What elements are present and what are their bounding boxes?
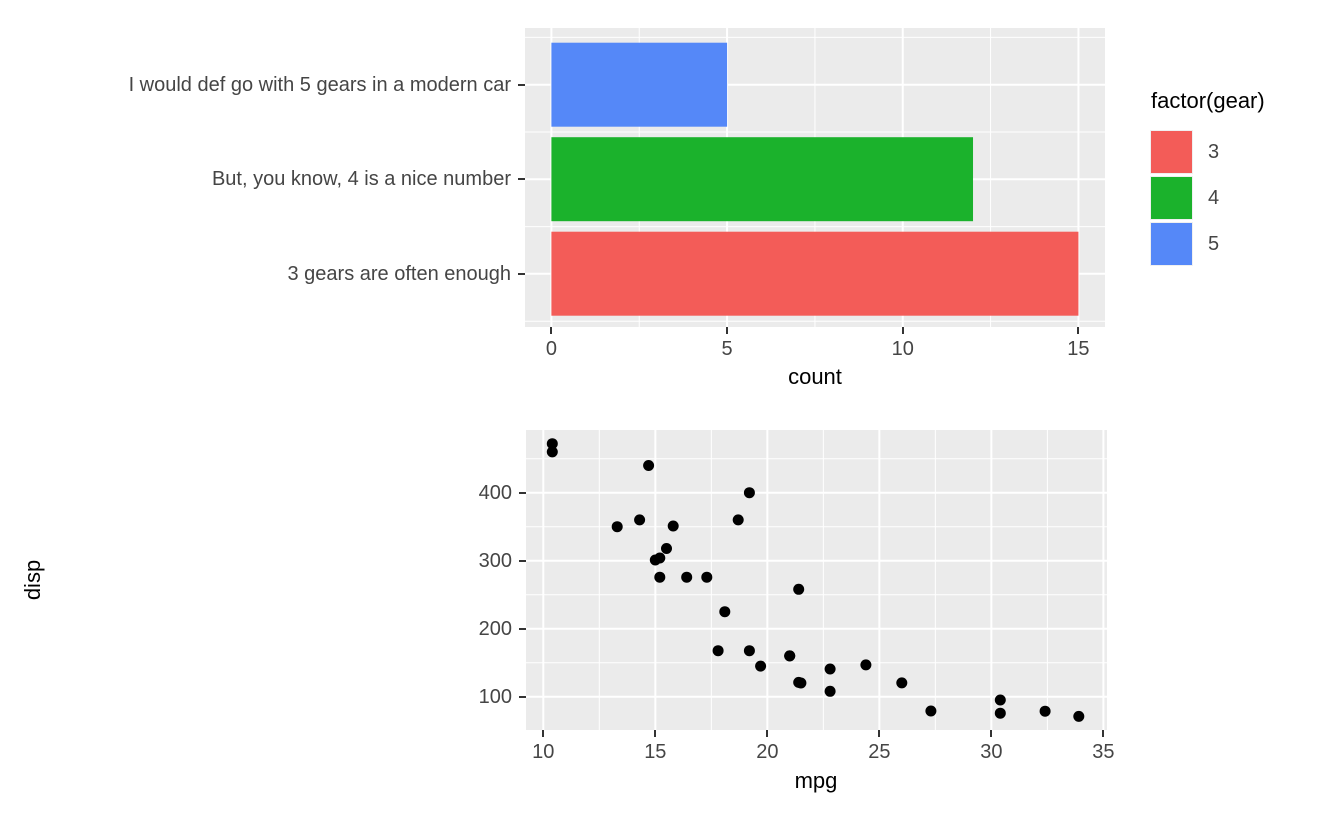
x-tick-mark [726, 327, 729, 334]
y-tick-mark [519, 491, 526, 494]
x-tick-mark [654, 730, 657, 737]
x-tick-mark [550, 327, 553, 334]
scatter-point [661, 543, 672, 554]
y-tick-mark [518, 272, 525, 275]
scatter-point [994, 694, 1006, 706]
scatter-point [743, 487, 755, 499]
y-tick-label: 400 [478, 481, 512, 504]
legend-swatch [1150, 130, 1193, 174]
x-tick-label: 35 [1092, 741, 1115, 763]
scatter-point [755, 660, 767, 672]
legend-label: 5 [1208, 233, 1220, 255]
x-tick-label: 15 [1067, 338, 1090, 360]
scatter-point [896, 677, 908, 689]
legend-entries: 3 4 5 [1150, 130, 1270, 266]
scatter-point [719, 606, 731, 618]
scatter-x-axis-title: mpg [794, 768, 838, 793]
x-tick-label: 10 [891, 338, 914, 360]
legend-swatch [1150, 176, 1193, 220]
scatter-point [824, 685, 836, 697]
scatter-point [732, 514, 744, 526]
x-tick-mark [990, 730, 993, 737]
x-tick-mark [766, 730, 769, 737]
bar-gear-3 [551, 231, 1079, 316]
y-tick-label: 300 [478, 549, 512, 572]
scatter-point [994, 707, 1006, 719]
scatter-point [546, 438, 558, 450]
scatter-point [701, 571, 713, 583]
scatter-point [649, 554, 661, 566]
x-tick-label: 15 [644, 741, 667, 763]
bar-x-axis-title: count [788, 364, 842, 389]
scatter-point [546, 446, 558, 458]
x-tick-label: 25 [868, 741, 891, 763]
scatter-point [667, 520, 679, 532]
legend-entry: 5 [1150, 222, 1270, 266]
bar-gear-5 [551, 42, 728, 127]
x-tick-label: 30 [980, 741, 1003, 763]
bar-category-label: 3 gears are often enough [287, 262, 511, 285]
scatter-point [925, 705, 937, 717]
scatter-chart-panel [526, 430, 1107, 730]
scatter-point [1039, 705, 1051, 717]
y-tick-label: 100 [478, 685, 512, 708]
scatter-point [681, 571, 693, 583]
bar-chart-panel [525, 28, 1105, 327]
scatter-point [643, 460, 655, 471]
x-tick-label: 10 [532, 741, 555, 763]
y-tick-mark [519, 559, 526, 562]
y-tick-mark [519, 627, 526, 630]
x-tick-label: 5 [721, 338, 733, 360]
scatter-point [793, 583, 805, 595]
scatter-point [824, 663, 836, 675]
panel-background [526, 430, 1107, 730]
scatter-point [634, 514, 646, 526]
scatter-point [1073, 710, 1085, 722]
x-tick-mark [878, 730, 881, 737]
bar-gear-4 [551, 137, 974, 222]
legend: factor(gear) 3 4 5 [1150, 88, 1270, 268]
legend-title: factor(gear) [1151, 88, 1265, 113]
x-tick-label: 20 [756, 741, 779, 763]
legend-swatch [1150, 222, 1193, 266]
scatter-point [611, 521, 623, 533]
legend-entry: 4 [1150, 176, 1270, 220]
scatter-point [743, 645, 755, 657]
scatter-point [784, 650, 796, 662]
y-tick-mark [519, 695, 526, 698]
legend-label: 3 [1208, 141, 1220, 163]
y-tick-mark [518, 83, 525, 86]
scatter-point [654, 571, 666, 583]
scatter-point [712, 645, 724, 657]
x-tick-mark [542, 730, 545, 737]
x-tick-label: 0 [545, 338, 557, 360]
scatter-point [860, 659, 872, 671]
x-tick-mark [1077, 327, 1080, 334]
bar-category-label: But, you know, 4 is a nice number [211, 168, 511, 191]
x-tick-mark [1102, 730, 1105, 737]
y-tick-label: 200 [478, 617, 512, 640]
scatter-point [793, 676, 805, 688]
y-tick-mark [518, 178, 525, 181]
legend-entry: 3 [1150, 130, 1270, 174]
legend-label: 4 [1208, 187, 1220, 209]
bar-category-label: I would def go with 5 gears in a modern … [128, 73, 511, 96]
scatter-y-axis-title: disp [20, 559, 45, 601]
x-tick-mark [901, 327, 904, 334]
